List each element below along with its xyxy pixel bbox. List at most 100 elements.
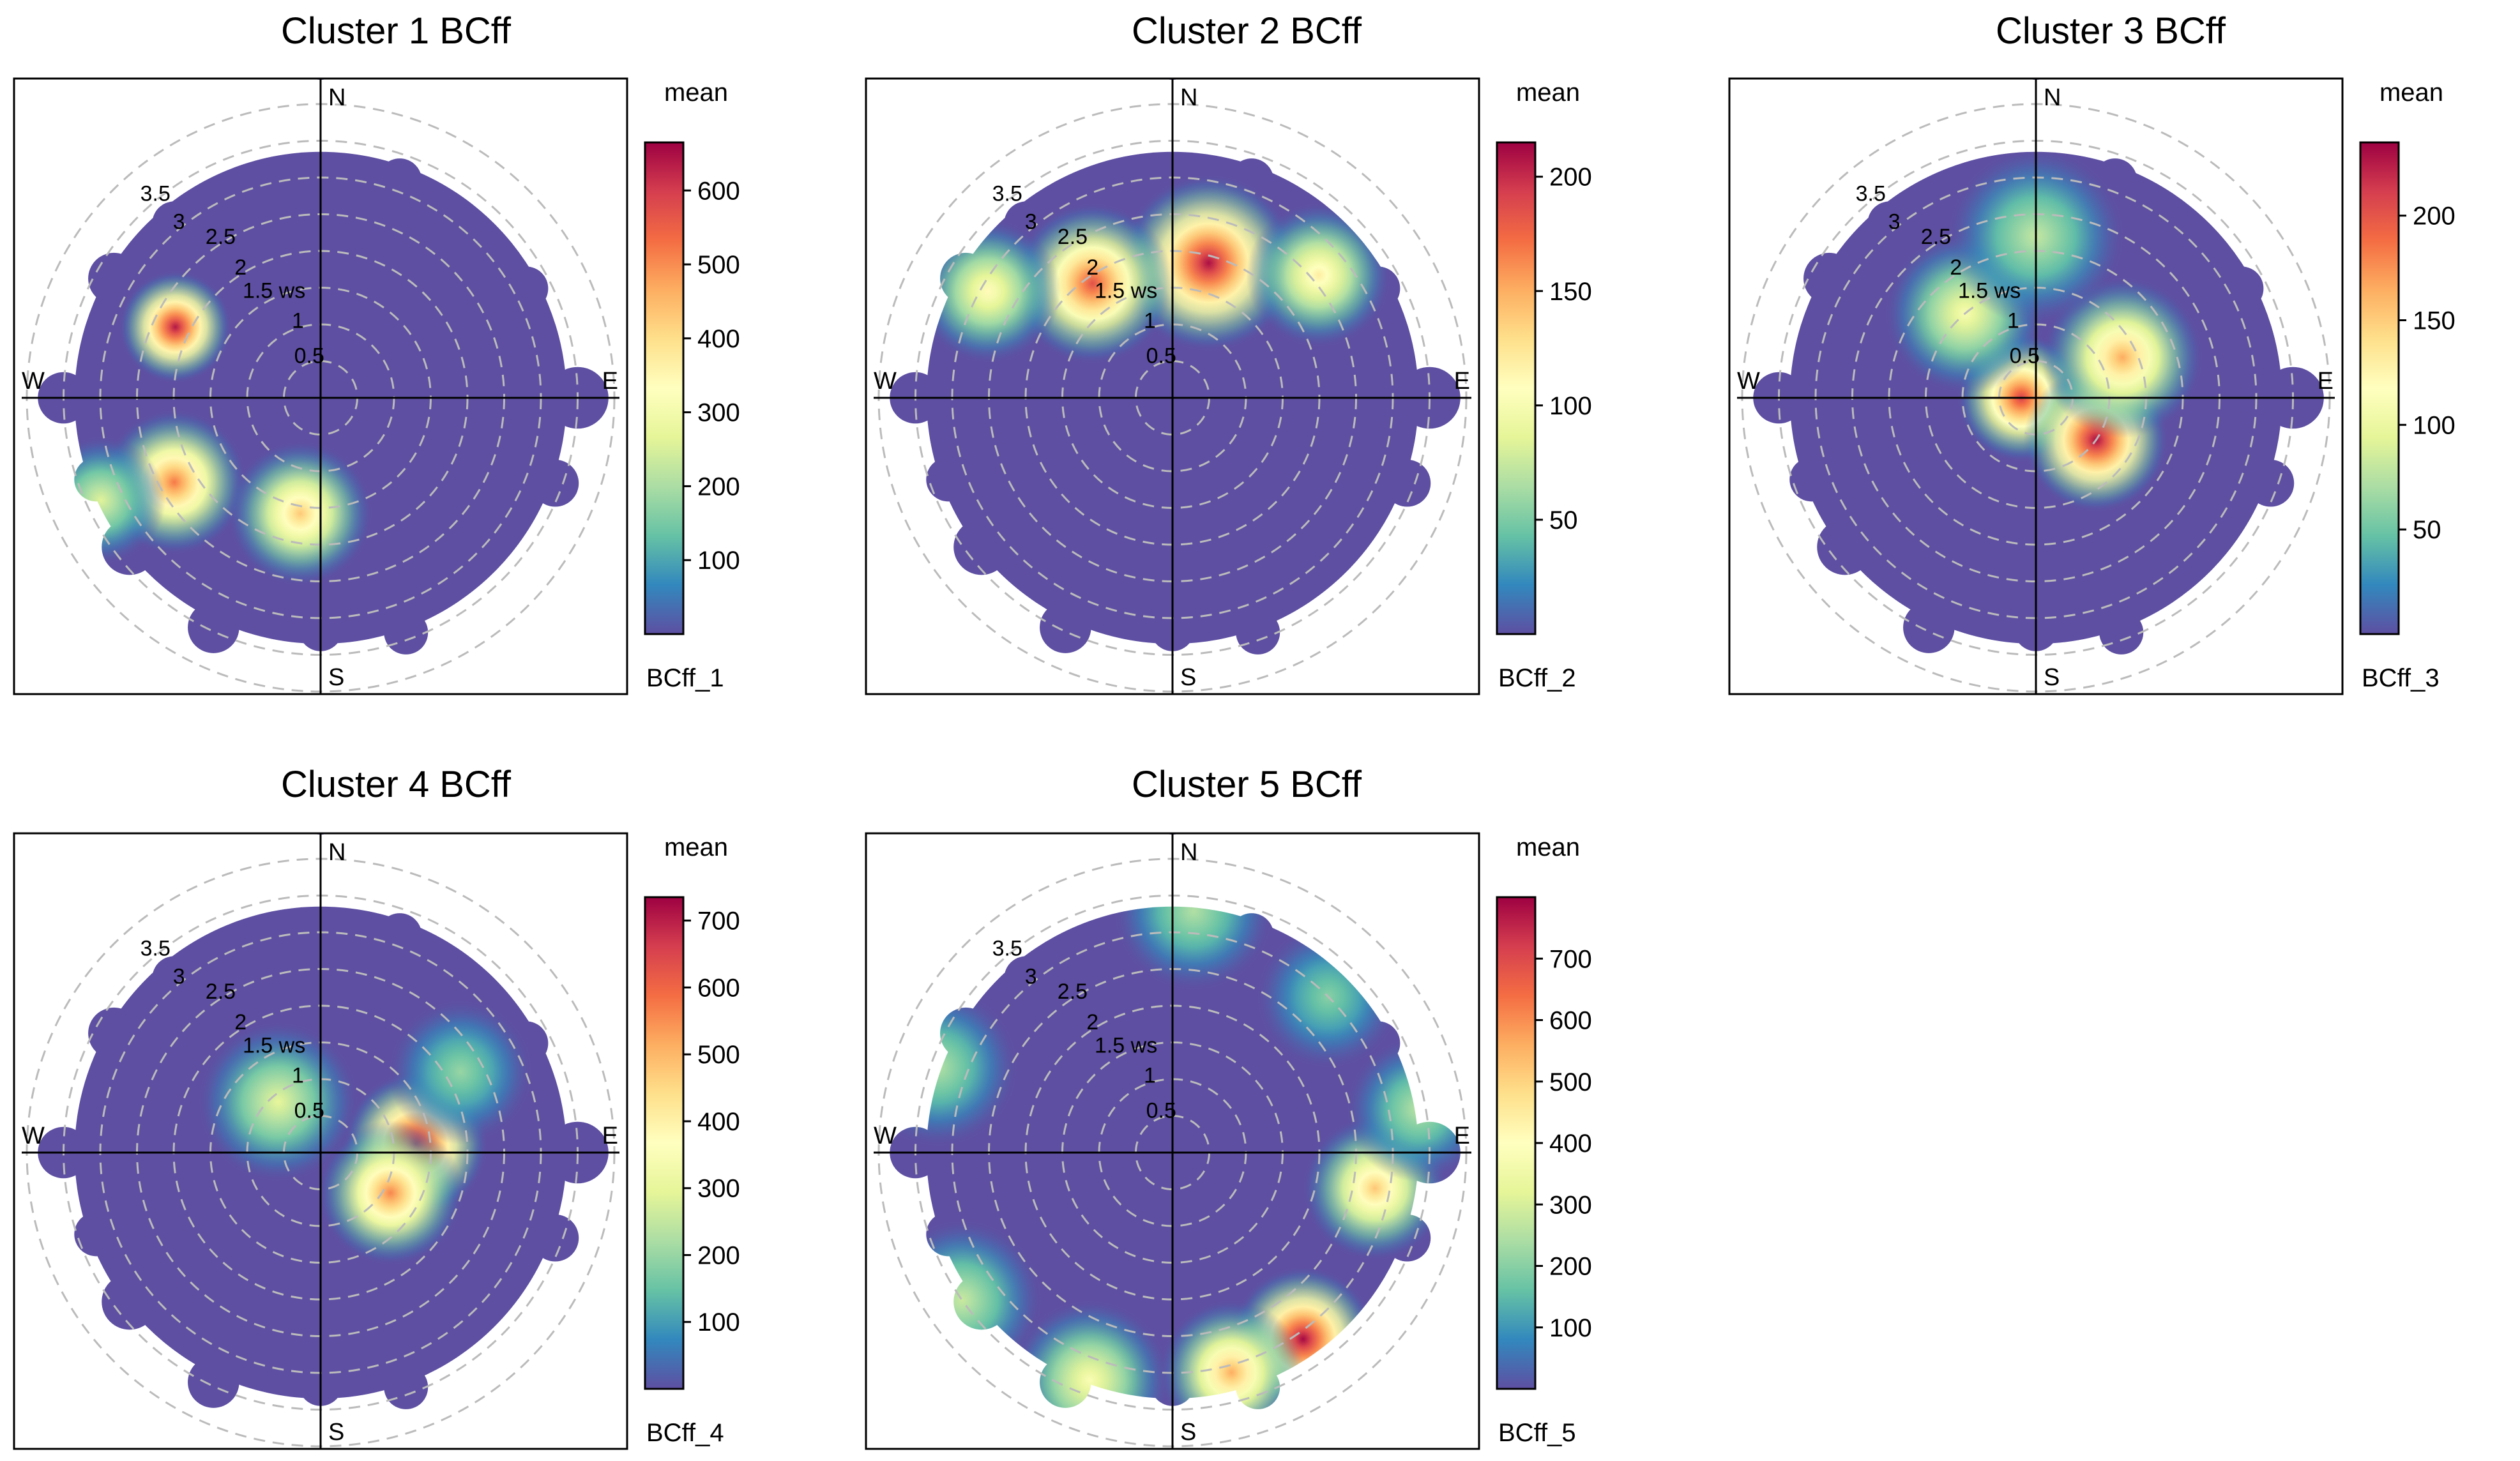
hotspot [227,441,373,587]
colorbar-tick-label: 100 [697,547,740,575]
radial-tick-label: 1 [1144,1064,1156,1088]
compass-label-E: E [602,1123,618,1149]
colorbar-tick-label: 700 [1549,945,1592,973]
hotspot [1112,833,1275,992]
colorbar-tick-label: 300 [1549,1191,1592,1219]
radial-tick-label: 3 [1888,210,1901,234]
colorbar-tick-label: 300 [697,399,740,427]
hotspot [388,999,533,1145]
radial-tick-label: 1.5 ws [1095,1034,1157,1058]
radial-tick-label: 0.5 [294,344,324,368]
compass-label-N: N [328,84,345,111]
colorbar-tick-label: 150 [1549,278,1592,306]
hotspot [881,1219,1043,1381]
colorbar-tick-label: 600 [1549,1007,1592,1035]
compass-label-E: E [602,368,618,395]
compass-label-W: W [1737,368,1760,395]
panel-frame [865,832,1480,1450]
hotspot [317,1120,464,1266]
radial-tick-label: 1.5 ws [1958,279,2021,303]
radial-tick-label: 1 [292,309,304,333]
colorbar-tick-label: 400 [697,325,740,353]
legend-title: mean [1516,79,1580,107]
colorbar-tick-label: 500 [697,1041,740,1069]
colorbar-tick-label: 100 [697,1308,740,1336]
legend-title: mean [664,833,728,861]
panel-cluster-3: Cluster 3 BCff N E S W 0.5 1 1.5 ws2 2.5 33.5 mean… [1728,10,2455,695]
colorbar-tick-label: 500 [1549,1068,1592,1096]
colorbar-tick-label: 500 [697,251,740,279]
colorbar-tick-label: 50 [2413,516,2441,544]
radial-tick-label: 2 [1950,255,1962,280]
panel-frame [865,77,1480,695]
colorbar [1496,896,1537,1390]
radial-tick-label: 3.5 [140,937,171,961]
radial-tick-label: 3 [173,210,185,234]
compass-label-W: W [22,1123,45,1149]
colorbar-tick-label: 100 [1549,1314,1592,1342]
compass-label-E: E [1454,368,1470,395]
colorbar-tick-label: 200 [697,473,740,501]
panel-title: Cluster 4 BCff [281,764,512,805]
radial-tick-label: 2.5 [1921,225,1951,249]
radial-tick-label: 2.5 [1058,980,1088,1004]
radial-tick-label: 3.5 [1856,182,1886,206]
panel-cluster-1: Cluster 1 BCff N E S W 0.5 1 1.5 ws2 2.5 33.5 mean… [13,10,740,695]
radial-tick-label: 2 [234,1010,247,1034]
radial-tick-label: 3.5 [992,937,1022,961]
colorbar-tick-label: 400 [697,1108,740,1136]
panel-title: Cluster 1 BCff [281,10,512,52]
panel-title: Cluster 3 BCff [1996,10,2226,52]
colorbar-tick-label: 600 [697,974,740,1002]
compass-label-S: S [1180,1419,1196,1446]
compass-label-S: S [328,664,344,691]
radial-tick-label: 0.5 [1146,1098,1176,1123]
panel-title: Cluster 5 BCff [1132,764,1362,805]
colorbar [2359,141,2400,635]
colorbar-tick-label: 200 [2413,202,2455,231]
radial-tick-label: 3.5 [992,182,1022,206]
legend-title: mean [2380,79,2443,107]
radial-tick-label: 3 [173,965,185,989]
panel-frame [13,832,628,1450]
panel-cluster-2: Cluster 2 BCff N E S W 0.5 1 1.5 ws2 2.5 33.5 mean… [865,10,1592,695]
compass-label-E: E [1454,1123,1470,1149]
hotspot [1246,202,1392,348]
radial-tick-label: 2 [1086,1010,1098,1034]
colorbar-tick-label: 200 [1549,163,1592,192]
compass-label-E: E [2318,368,2334,395]
compass-label-W: W [874,1123,897,1149]
radial-tick-label: 0.5 [2010,344,2040,368]
colorbar-tick-label: 100 [2413,411,2455,439]
radial-tick-label: 2.5 [206,225,236,249]
compass-label-N: N [328,839,345,866]
colorbar-tick-label: 150 [2413,307,2455,335]
compass-label-S: S [328,1419,344,1446]
legend-label: BCff_2 [1498,664,1576,692]
hotspot [866,986,1019,1148]
legend-label: BCff_5 [1498,1419,1576,1447]
radial-tick-label: 3 [1025,965,1037,989]
colorbar-tick-label: 50 [1549,506,1578,534]
legend-title: mean [1516,833,1580,861]
legend-label: BCff_1 [646,664,724,692]
compass-label-W: W [874,368,897,395]
hotspot [36,435,166,565]
colorbar-tick-label: 400 [1549,1130,1592,1158]
hotspot [1008,1299,1171,1449]
radial-tick-label: 2 [234,255,247,280]
radial-tick-label: 0.5 [1146,344,1176,368]
compass-label-S: S [2044,664,2060,691]
radial-tick-label: 1.5 ws [1095,279,1157,303]
radial-tick-label: 2 [1086,255,1098,280]
radial-tick-label: 2.5 [1058,225,1088,249]
radial-tick-label: 1.5 ws [243,1034,305,1058]
hotspot [1158,1299,1305,1446]
compass-label-N: N [2044,84,2061,111]
panel-frame [13,77,628,695]
compass-label-W: W [22,368,45,395]
compass-label-N: N [1180,84,1197,111]
panel-frame [1728,77,2344,695]
hotspot [915,218,1061,365]
